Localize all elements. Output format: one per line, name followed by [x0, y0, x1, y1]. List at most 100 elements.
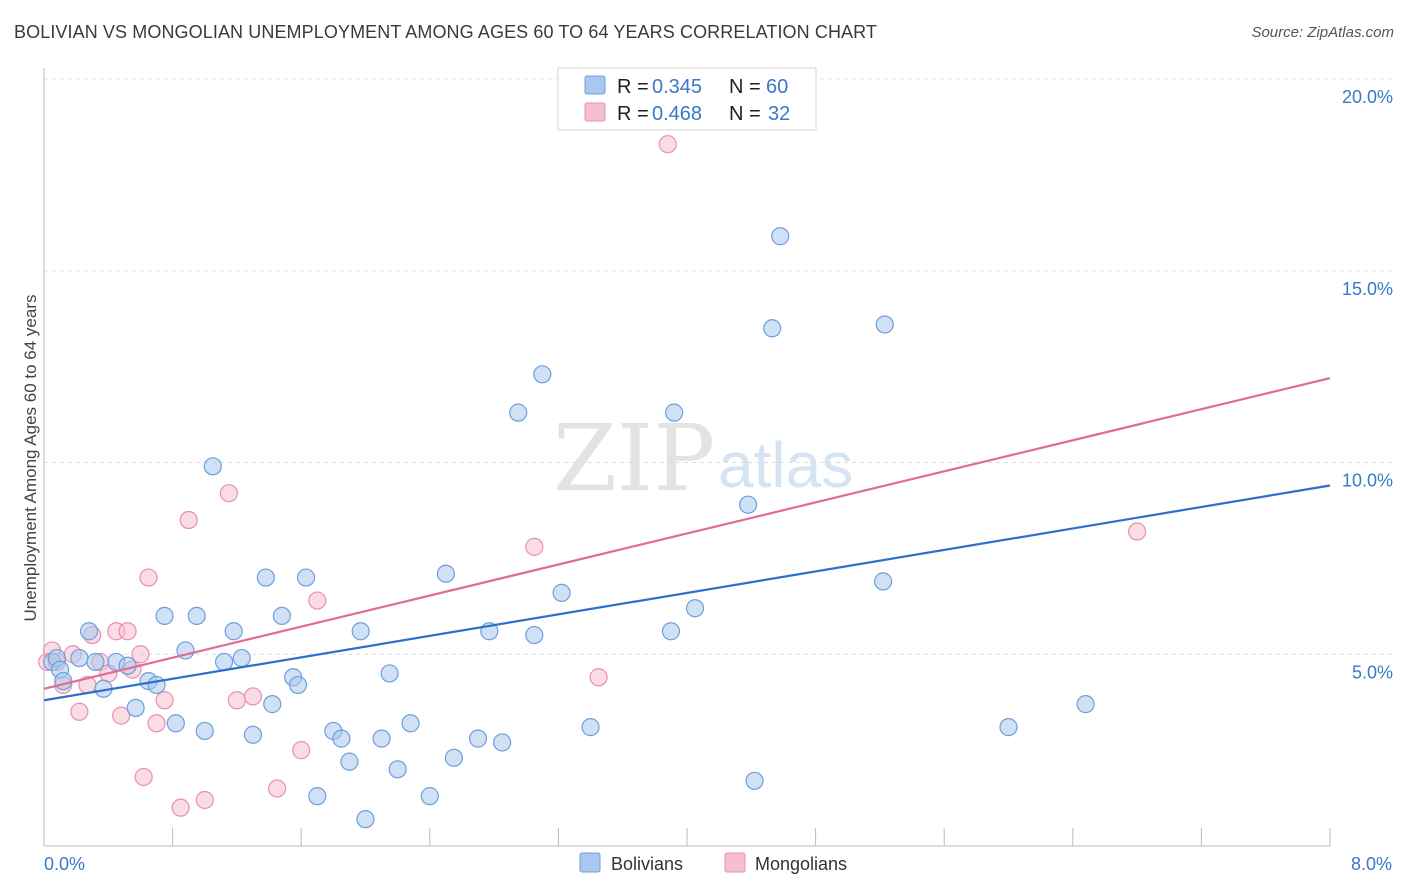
mongolians-point-5	[70, 702, 89, 721]
bolivians-point-55	[763, 319, 782, 338]
bottom-legend: Bolivians Mongolians	[579, 852, 847, 874]
y-tick-labels: 5.0% 10.0% 15.0% 20.0%	[1342, 87, 1393, 682]
mongolians-point-14	[131, 645, 150, 664]
bolivians-point-42	[468, 729, 488, 748]
legend-r-label-mongolians: R =	[617, 103, 649, 125]
mongolians-point-22	[219, 484, 238, 503]
bottom-legend-label-mongolians: Mongolians	[755, 854, 847, 874]
mongolians-point-30	[658, 135, 677, 154]
legend-r-label-bolivians: R =	[617, 76, 649, 98]
bolivians-point-20	[224, 622, 243, 641]
bolivians-point-14	[166, 714, 185, 733]
mongolians-point-29	[589, 668, 608, 687]
x-tick-label-min: 0.0%	[44, 854, 85, 874]
legend-n-value-mongolians: 32	[768, 103, 790, 125]
bottom-legend-swatch-mongolians	[724, 852, 746, 873]
bolivians-point-51	[665, 403, 684, 422]
bolivians-point-33	[351, 622, 370, 641]
bolivians-point-59	[999, 718, 1018, 737]
bolivians-point-28	[296, 568, 316, 587]
trend-lines	[43, 377, 1331, 702]
legend-r-value-mongolians: 0.468	[652, 103, 702, 125]
bolivians-point-16	[187, 606, 206, 626]
mongolians-point-25	[267, 779, 287, 798]
bolivians-point-31	[332, 729, 351, 748]
legend-n-value-bolivians: 60	[766, 76, 788, 98]
bolivians-point-40	[436, 564, 455, 583]
bolivians-point-13	[155, 606, 174, 626]
chart-title: BOLIVIAN VS MONGOLIAN UNEMPLOYMENT AMONG…	[14, 22, 878, 42]
bolivians-point-52	[685, 599, 705, 618]
bolivians-point-27	[288, 675, 308, 695]
bolivians-point-35	[372, 729, 391, 748]
bolivians-point-29	[308, 787, 327, 806]
y-tick-label-20: 20.0%	[1342, 87, 1393, 107]
bolivians-point-22	[243, 725, 263, 744]
legend-swatch-bolivians	[584, 75, 606, 95]
y-axis-label: Unemployment Among Ages 60 to 64 years	[21, 295, 40, 622]
mongolians-point-27	[308, 591, 327, 610]
bolivians-trend-line	[43, 484, 1331, 702]
bolivians-point-21	[232, 648, 251, 668]
bolivians-point-3	[54, 671, 73, 691]
mongolians-point-23	[227, 691, 246, 710]
bolivians-point-10	[126, 698, 145, 718]
bolivians-point-53	[738, 495, 758, 514]
bolivians-point-24	[263, 695, 282, 714]
mongolians-point-20	[179, 510, 198, 530]
bolivians-point-54	[745, 771, 764, 790]
mongolians-point-31	[1127, 522, 1147, 541]
mongolians-point-28	[525, 537, 544, 556]
mongolians-point-15	[134, 767, 153, 787]
bolivians-point-4	[70, 648, 89, 668]
gridlines	[44, 78, 1393, 655]
legend-box: R = 0.345 N = 60 R = 0.468 N = 32	[557, 67, 817, 131]
mongolians-point-21	[195, 790, 214, 810]
y-tick-label-10: 10.0%	[1342, 471, 1393, 491]
bolivians-point-50	[661, 622, 681, 641]
watermark-atlas: atlas	[718, 429, 853, 501]
bolivians-point-49	[581, 718, 600, 737]
bottom-legend-swatch-bolivians	[579, 852, 601, 873]
watermark-zip: ZIP	[553, 405, 715, 512]
mongolians-point-12	[118, 622, 137, 641]
y-tick-label-15: 15.0%	[1342, 279, 1393, 299]
bolivians-point-23	[256, 568, 275, 587]
bolivians-point-32	[340, 752, 359, 771]
mongolians-point-11	[112, 706, 131, 725]
mongolians-point-17	[147, 714, 166, 733]
axes	[43, 68, 1331, 847]
mongolians-point-24	[243, 687, 263, 706]
bolivians-point-9	[118, 656, 137, 675]
bolivians-point-47	[533, 365, 552, 384]
legend-n-label-mongolians: N =	[729, 103, 761, 125]
source-label: Source: ZipAtlas.com	[1251, 24, 1394, 41]
legend-swatch-mongolians	[584, 102, 606, 122]
bolivians-point-34	[356, 810, 375, 829]
bolivians-point-44	[493, 733, 512, 752]
legend-r-value-bolivians: 0.345	[652, 76, 702, 98]
bolivians-point-12	[147, 675, 166, 695]
bolivians-point-48	[552, 583, 571, 602]
mongolians-point-26	[292, 741, 311, 760]
mongolians-trend-line	[43, 377, 1331, 690]
bolivians-point-25	[272, 606, 292, 626]
bolivians-point-45	[509, 403, 528, 422]
legend-n-label-bolivians: N =	[729, 76, 761, 98]
bolivians-point-17	[195, 721, 214, 741]
bolivians-point-36	[380, 664, 399, 683]
bolivians-point-39	[420, 787, 439, 806]
bolivians-point-57	[874, 572, 893, 591]
bolivians-point-38	[401, 714, 420, 733]
bolivians-point-6	[86, 652, 105, 672]
bolivians-point-5	[79, 622, 99, 641]
bottom-legend-label-bolivians: Bolivians	[611, 854, 683, 874]
mongolians-point-18	[155, 691, 174, 710]
mongolians-point-16	[139, 568, 158, 587]
x-tick-label-max: 8.0%	[1351, 854, 1392, 874]
y-tick-label-5: 5.0%	[1352, 662, 1393, 682]
bolivians-point-46	[525, 625, 544, 645]
bolivians-point-19	[214, 652, 234, 672]
bolivians-point-41	[444, 748, 464, 767]
